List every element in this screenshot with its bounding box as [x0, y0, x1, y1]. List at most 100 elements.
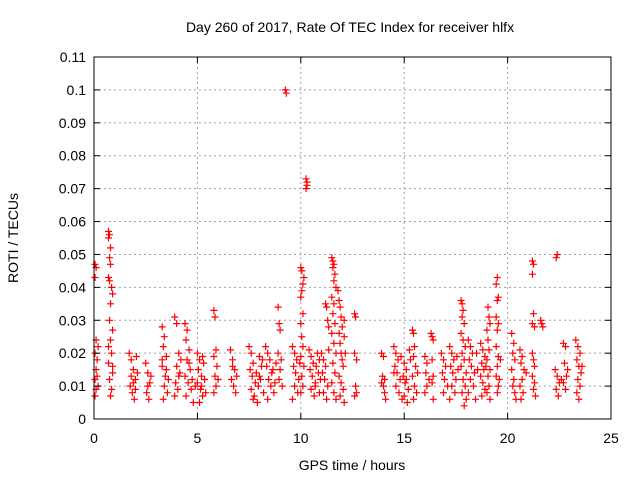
data-point [162, 366, 170, 374]
data-point [133, 369, 141, 377]
data-point [201, 376, 209, 383]
data-point [460, 402, 468, 410]
data-point [486, 366, 494, 374]
data-point [574, 376, 582, 383]
data-point [337, 313, 345, 321]
data-point [485, 346, 493, 354]
data-point [245, 343, 253, 351]
data-point [125, 349, 133, 357]
data-point [392, 349, 400, 357]
data-point [340, 333, 348, 341]
data-point [107, 260, 114, 268]
data-point [193, 349, 201, 357]
data-point [532, 392, 539, 400]
data-point [210, 353, 218, 360]
data-point [401, 379, 409, 387]
data-point [158, 356, 166, 364]
data-point [302, 185, 310, 193]
data-point [214, 376, 222, 383]
data-point [93, 356, 101, 364]
data-point [158, 362, 166, 370]
data-point [131, 385, 139, 393]
data-point [466, 343, 474, 351]
data-point [289, 343, 296, 351]
data-point [297, 353, 305, 360]
data-point [518, 376, 526, 383]
data-point [511, 389, 519, 397]
data-point [331, 320, 339, 328]
data-point [291, 382, 299, 390]
data-point [403, 399, 411, 406]
data-point [464, 336, 472, 344]
data-point [227, 346, 234, 354]
data-point [493, 274, 501, 281]
data-point [458, 313, 466, 321]
data-point [381, 376, 389, 383]
data-point [530, 310, 537, 318]
data-point [575, 395, 583, 403]
data-point [336, 392, 344, 400]
data-point [494, 320, 502, 328]
data-point [127, 372, 135, 380]
data-point [319, 369, 326, 377]
data-point [145, 395, 153, 403]
data-point [330, 277, 338, 285]
data-point [509, 349, 517, 357]
data-point [108, 349, 116, 357]
data-point [210, 389, 218, 397]
y-tick-label: 0.03 [59, 312, 86, 328]
y-tick-label: 0.1 [67, 82, 87, 98]
data-point [295, 376, 303, 383]
data-point [161, 372, 169, 380]
data-point [409, 372, 416, 380]
data-point [380, 353, 387, 360]
data-point [184, 379, 192, 387]
data-point [423, 359, 431, 367]
data-point [255, 372, 263, 380]
data-point [302, 175, 310, 183]
data-point [460, 320, 468, 328]
data-point [212, 382, 220, 390]
data-point [331, 369, 339, 377]
data-point [335, 329, 343, 337]
x-tick-label: 0 [90, 430, 98, 446]
data-points [91, 86, 586, 410]
data-point [298, 372, 306, 380]
data-point [410, 395, 417, 403]
data-point [320, 389, 327, 397]
data-point [312, 362, 320, 370]
data-point [337, 379, 345, 387]
data-point [453, 353, 461, 360]
data-point [485, 313, 493, 321]
data-point [539, 323, 547, 331]
data-point [109, 326, 117, 334]
data-point [531, 362, 538, 370]
data-point [464, 389, 472, 397]
data-point [458, 389, 466, 397]
chart-title: Day 260 of 2017, Rate Of TEC Index for r… [186, 19, 514, 35]
data-point [298, 287, 306, 295]
data-point [163, 389, 171, 397]
data-point [129, 379, 137, 387]
data-point [380, 382, 387, 390]
data-point [329, 359, 337, 367]
data-point [307, 385, 315, 393]
y-tick-label: 0 [78, 411, 86, 427]
data-point [425, 376, 433, 383]
data-point [381, 389, 389, 397]
data-point [429, 395, 437, 403]
grid-lines [94, 57, 611, 419]
data-point [454, 366, 462, 374]
data-point [328, 379, 336, 387]
data-point [440, 356, 447, 364]
data-point [173, 362, 181, 370]
data-point [263, 362, 271, 370]
data-point [336, 303, 344, 311]
data-point [332, 395, 340, 403]
data-point [250, 392, 258, 400]
data-point [328, 293, 336, 301]
data-point [495, 376, 503, 383]
data-point [174, 385, 182, 393]
data-point [297, 320, 305, 328]
data-point [421, 389, 429, 397]
